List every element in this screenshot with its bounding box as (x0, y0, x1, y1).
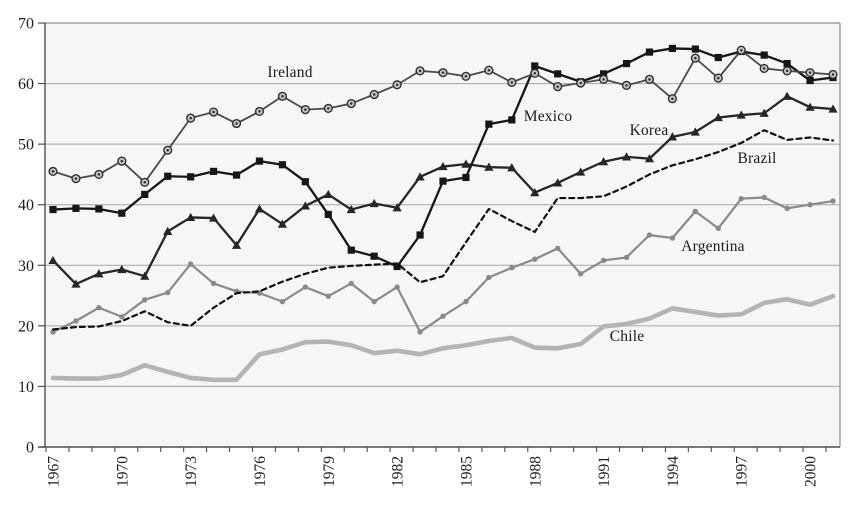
svg-text:40: 40 (18, 197, 34, 214)
svg-text:1970: 1970 (114, 456, 131, 487)
series-label-chile: Chile (609, 328, 645, 345)
svg-text:1985: 1985 (458, 456, 475, 487)
series-label-ireland: Ireland (267, 64, 313, 81)
svg-text:2000: 2000 (803, 456, 820, 487)
series-korea (48, 91, 838, 288)
series-label-korea: Korea (629, 122, 669, 139)
svg-text:50: 50 (18, 137, 34, 154)
svg-text:1967: 1967 (46, 456, 63, 487)
svg-text:1973: 1973 (183, 456, 200, 487)
plot-frame (38, 22, 841, 448)
svg-text:0: 0 (26, 440, 34, 457)
svg-text:30: 30 (18, 258, 34, 275)
svg-text:60: 60 (18, 76, 34, 93)
y-axis: 0 10 20 30 40 50 60 70 (18, 16, 45, 457)
series-brazil (51, 129, 835, 331)
svg-text:1994: 1994 (665, 456, 682, 487)
gridlines (45, 83, 840, 387)
series-chile (50, 293, 836, 383)
series-label-argentina: Argentina (681, 238, 745, 255)
svg-text:1997: 1997 (734, 456, 751, 487)
x-axis: 1967 1970 1973 1976 1979 1982 1985 1988 1991 1994… (45, 447, 827, 487)
svg-text:20: 20 (18, 318, 34, 335)
svg-text:1979: 1979 (321, 456, 338, 487)
svg-text:1988: 1988 (527, 456, 544, 487)
series-argentina (50, 194, 836, 335)
svg-text:1991: 1991 (596, 456, 613, 487)
svg-text:1982: 1982 (390, 456, 407, 487)
svg-text:1976: 1976 (252, 456, 269, 487)
series-label-brazil: Brazil (737, 150, 777, 167)
svg-text:70: 70 (18, 16, 34, 33)
svg-text:10: 10 (18, 379, 34, 396)
series-label-mexico: Mexico (523, 108, 573, 125)
series-ireland (48, 45, 838, 187)
plot-area (45, 23, 840, 447)
